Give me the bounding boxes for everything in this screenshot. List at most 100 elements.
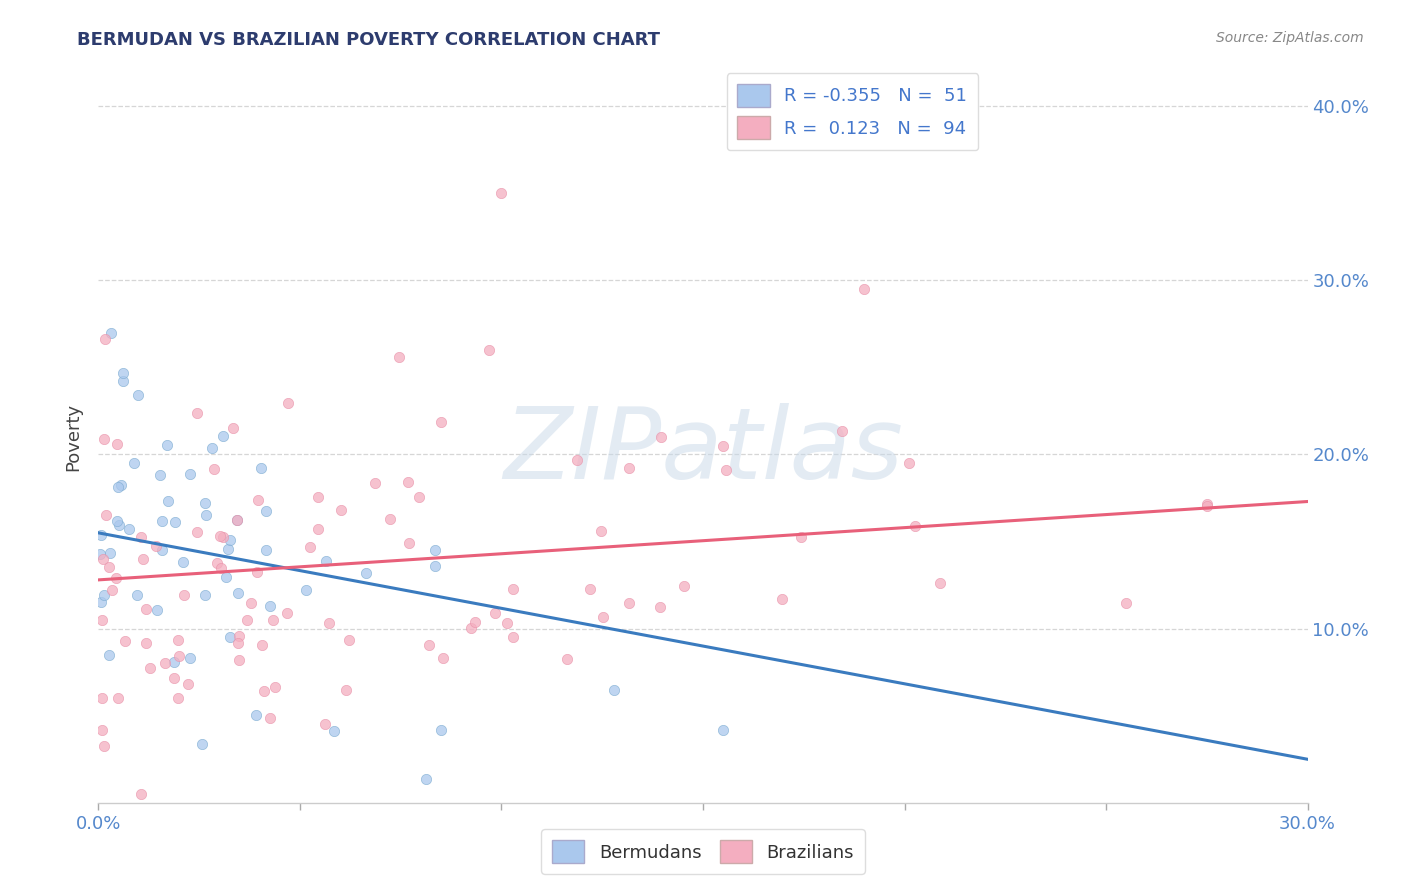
Point bbox=[396, 475, 419, 489]
Point bbox=[153, 656, 176, 670]
Point bbox=[107, 691, 129, 706]
Point bbox=[831, 425, 853, 439]
Point bbox=[98, 546, 121, 560]
Point bbox=[254, 503, 277, 517]
Point bbox=[91, 723, 114, 737]
Point bbox=[172, 555, 194, 569]
Point bbox=[146, 603, 169, 617]
Point bbox=[105, 436, 128, 450]
Y-axis label: Poverty: Poverty bbox=[65, 403, 83, 471]
Point bbox=[430, 415, 453, 429]
Point bbox=[93, 332, 115, 346]
Point bbox=[236, 613, 259, 627]
Point bbox=[307, 522, 329, 536]
Point bbox=[212, 428, 235, 442]
Point bbox=[380, 512, 402, 526]
Point bbox=[484, 607, 506, 621]
Point bbox=[318, 615, 340, 630]
Point bbox=[555, 651, 578, 665]
Point bbox=[299, 540, 322, 554]
Point bbox=[432, 651, 454, 665]
Point bbox=[135, 635, 157, 649]
Point bbox=[276, 606, 298, 620]
Point bbox=[212, 530, 235, 544]
Point bbox=[97, 648, 120, 662]
Point bbox=[163, 671, 186, 685]
Point bbox=[323, 723, 346, 738]
Point bbox=[1195, 497, 1218, 511]
Point bbox=[308, 491, 330, 505]
Point bbox=[579, 582, 602, 596]
Legend: Bermudans, Brazilians: Bermudans, Brazilians bbox=[541, 830, 865, 874]
Point bbox=[711, 723, 734, 737]
Point bbox=[205, 557, 228, 571]
Point bbox=[337, 632, 360, 647]
Point bbox=[245, 708, 267, 723]
Point bbox=[898, 456, 921, 470]
Point bbox=[790, 530, 813, 544]
Point bbox=[464, 615, 486, 630]
Point bbox=[111, 366, 134, 380]
Point bbox=[127, 388, 149, 402]
Point bbox=[194, 496, 217, 510]
Point bbox=[277, 395, 299, 409]
Point bbox=[132, 552, 155, 566]
Point bbox=[104, 571, 127, 585]
Point bbox=[249, 461, 271, 475]
Point bbox=[240, 597, 263, 611]
Point bbox=[592, 610, 614, 624]
Point bbox=[388, 350, 411, 364]
Point bbox=[125, 588, 148, 602]
Point bbox=[716, 463, 738, 477]
Point bbox=[591, 524, 613, 538]
Text: ZIPatlas: ZIPatlas bbox=[503, 403, 903, 500]
Point bbox=[314, 716, 336, 731]
Point bbox=[770, 592, 793, 607]
Legend: R = -0.355   N =  51, R =  0.123   N =  94: R = -0.355 N = 51, R = 0.123 N = 94 bbox=[727, 73, 979, 150]
Point bbox=[246, 565, 269, 579]
Point bbox=[565, 452, 588, 467]
Point bbox=[191, 737, 214, 751]
Point bbox=[218, 533, 240, 548]
Point bbox=[430, 723, 453, 737]
Point bbox=[163, 515, 186, 529]
Point bbox=[101, 583, 124, 598]
Point bbox=[110, 478, 132, 492]
Point bbox=[150, 542, 173, 557]
Point bbox=[108, 518, 131, 533]
Point bbox=[228, 636, 250, 650]
Point bbox=[219, 630, 242, 644]
Point bbox=[114, 634, 136, 648]
Point bbox=[194, 588, 217, 602]
Point bbox=[491, 186, 513, 201]
Point bbox=[250, 639, 273, 653]
Point bbox=[502, 582, 524, 597]
Point bbox=[179, 467, 201, 481]
Point bbox=[179, 651, 201, 665]
Point bbox=[263, 680, 285, 694]
Point bbox=[167, 691, 190, 706]
Point bbox=[117, 522, 139, 536]
Point bbox=[145, 539, 167, 553]
Point bbox=[215, 570, 238, 584]
Point bbox=[173, 589, 195, 603]
Point bbox=[226, 586, 249, 600]
Point bbox=[253, 683, 276, 698]
Point bbox=[603, 683, 626, 698]
Point bbox=[226, 513, 249, 527]
Point bbox=[315, 554, 337, 568]
Point bbox=[226, 513, 249, 527]
Point bbox=[335, 682, 357, 697]
Point bbox=[904, 518, 927, 533]
Point bbox=[418, 638, 440, 652]
Point bbox=[478, 343, 501, 358]
Point bbox=[138, 661, 160, 675]
Point bbox=[202, 462, 225, 476]
Point bbox=[122, 456, 145, 470]
Point bbox=[150, 514, 173, 528]
Point bbox=[1115, 595, 1137, 609]
Point bbox=[90, 527, 112, 541]
Point bbox=[502, 630, 524, 644]
Point bbox=[157, 494, 180, 508]
Point bbox=[217, 541, 239, 556]
